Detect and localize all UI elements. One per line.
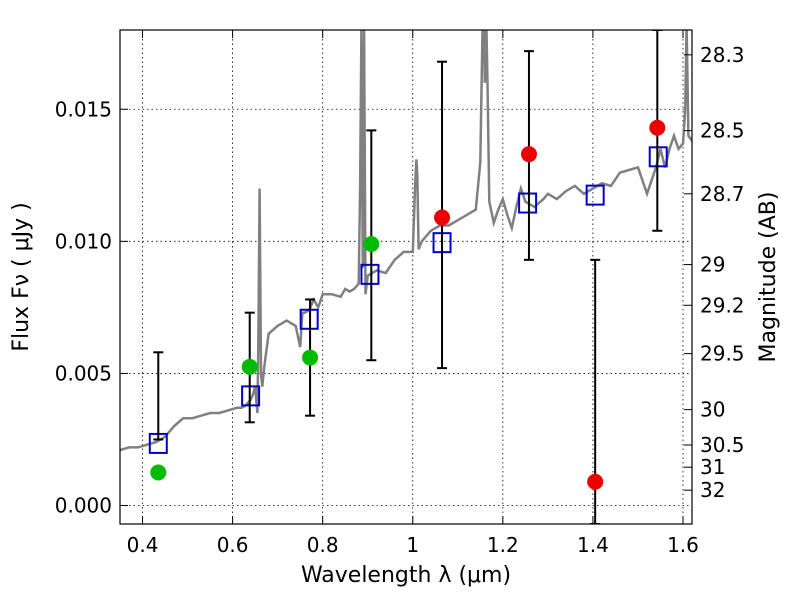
grid-lines bbox=[120, 30, 692, 524]
right-tick-label: 29.5 bbox=[700, 342, 745, 366]
observed-point bbox=[302, 349, 319, 366]
observed-point bbox=[150, 464, 167, 481]
right-tick-label: 29 bbox=[700, 253, 725, 277]
model-photometry-square bbox=[585, 184, 605, 206]
y-tick-label: 0.010 bbox=[55, 229, 112, 253]
model-photometry-square bbox=[518, 192, 538, 214]
x-tick-label: 1.2 bbox=[487, 533, 519, 557]
right-tick-label: 32 bbox=[700, 478, 725, 502]
y-tick-label: 0.005 bbox=[55, 361, 112, 385]
observed-point-upper bbox=[649, 119, 666, 136]
observed-point-upper bbox=[587, 473, 604, 490]
x-tick-label: 1 bbox=[406, 533, 419, 557]
x-tick-label: 1.6 bbox=[667, 533, 699, 557]
axis-ticks: 0.4 0.6 0.8 1 1.2 1.4 1.6 0.000 0.005 0.010 0.015 2… bbox=[55, 30, 745, 557]
right-axis-label: Magnitude (AB) bbox=[756, 192, 781, 363]
right-tick-label: 30 bbox=[700, 398, 725, 422]
model-photometry-group bbox=[148, 146, 668, 454]
right-tick-label: 28.3 bbox=[700, 43, 745, 67]
x-tick-label: 0.4 bbox=[127, 533, 159, 557]
right-tick-label: 29.2 bbox=[700, 293, 745, 317]
model-photometry-square bbox=[360, 263, 380, 285]
plot-frame bbox=[119, 29, 693, 525]
y-tick-label: 0.000 bbox=[55, 494, 112, 518]
observed-point-upper bbox=[520, 146, 537, 163]
x-axis-label: Wavelength λ (μm) bbox=[301, 563, 511, 588]
right-tick-label: 30.5 bbox=[700, 433, 745, 457]
x-tick-label: 1.4 bbox=[577, 533, 609, 557]
right-tick-label: 28.5 bbox=[700, 119, 745, 143]
right-tick-label: 28.7 bbox=[700, 182, 745, 206]
observed-point-upper bbox=[434, 209, 451, 226]
y-tick-label: 0.015 bbox=[55, 97, 112, 121]
observed-point bbox=[363, 235, 380, 252]
model-spectrum-line bbox=[120, 30, 692, 452]
observed-points-group bbox=[150, 119, 666, 490]
right-tick-label: 31 bbox=[700, 455, 725, 479]
x-tick-label: 0.8 bbox=[307, 533, 339, 557]
x-tick-label: 0.6 bbox=[217, 533, 249, 557]
errorbar-group bbox=[153, 30, 663, 524]
y-axis-label: Flux Fν ( μJy ) bbox=[9, 202, 34, 351]
observed-point bbox=[241, 358, 258, 375]
